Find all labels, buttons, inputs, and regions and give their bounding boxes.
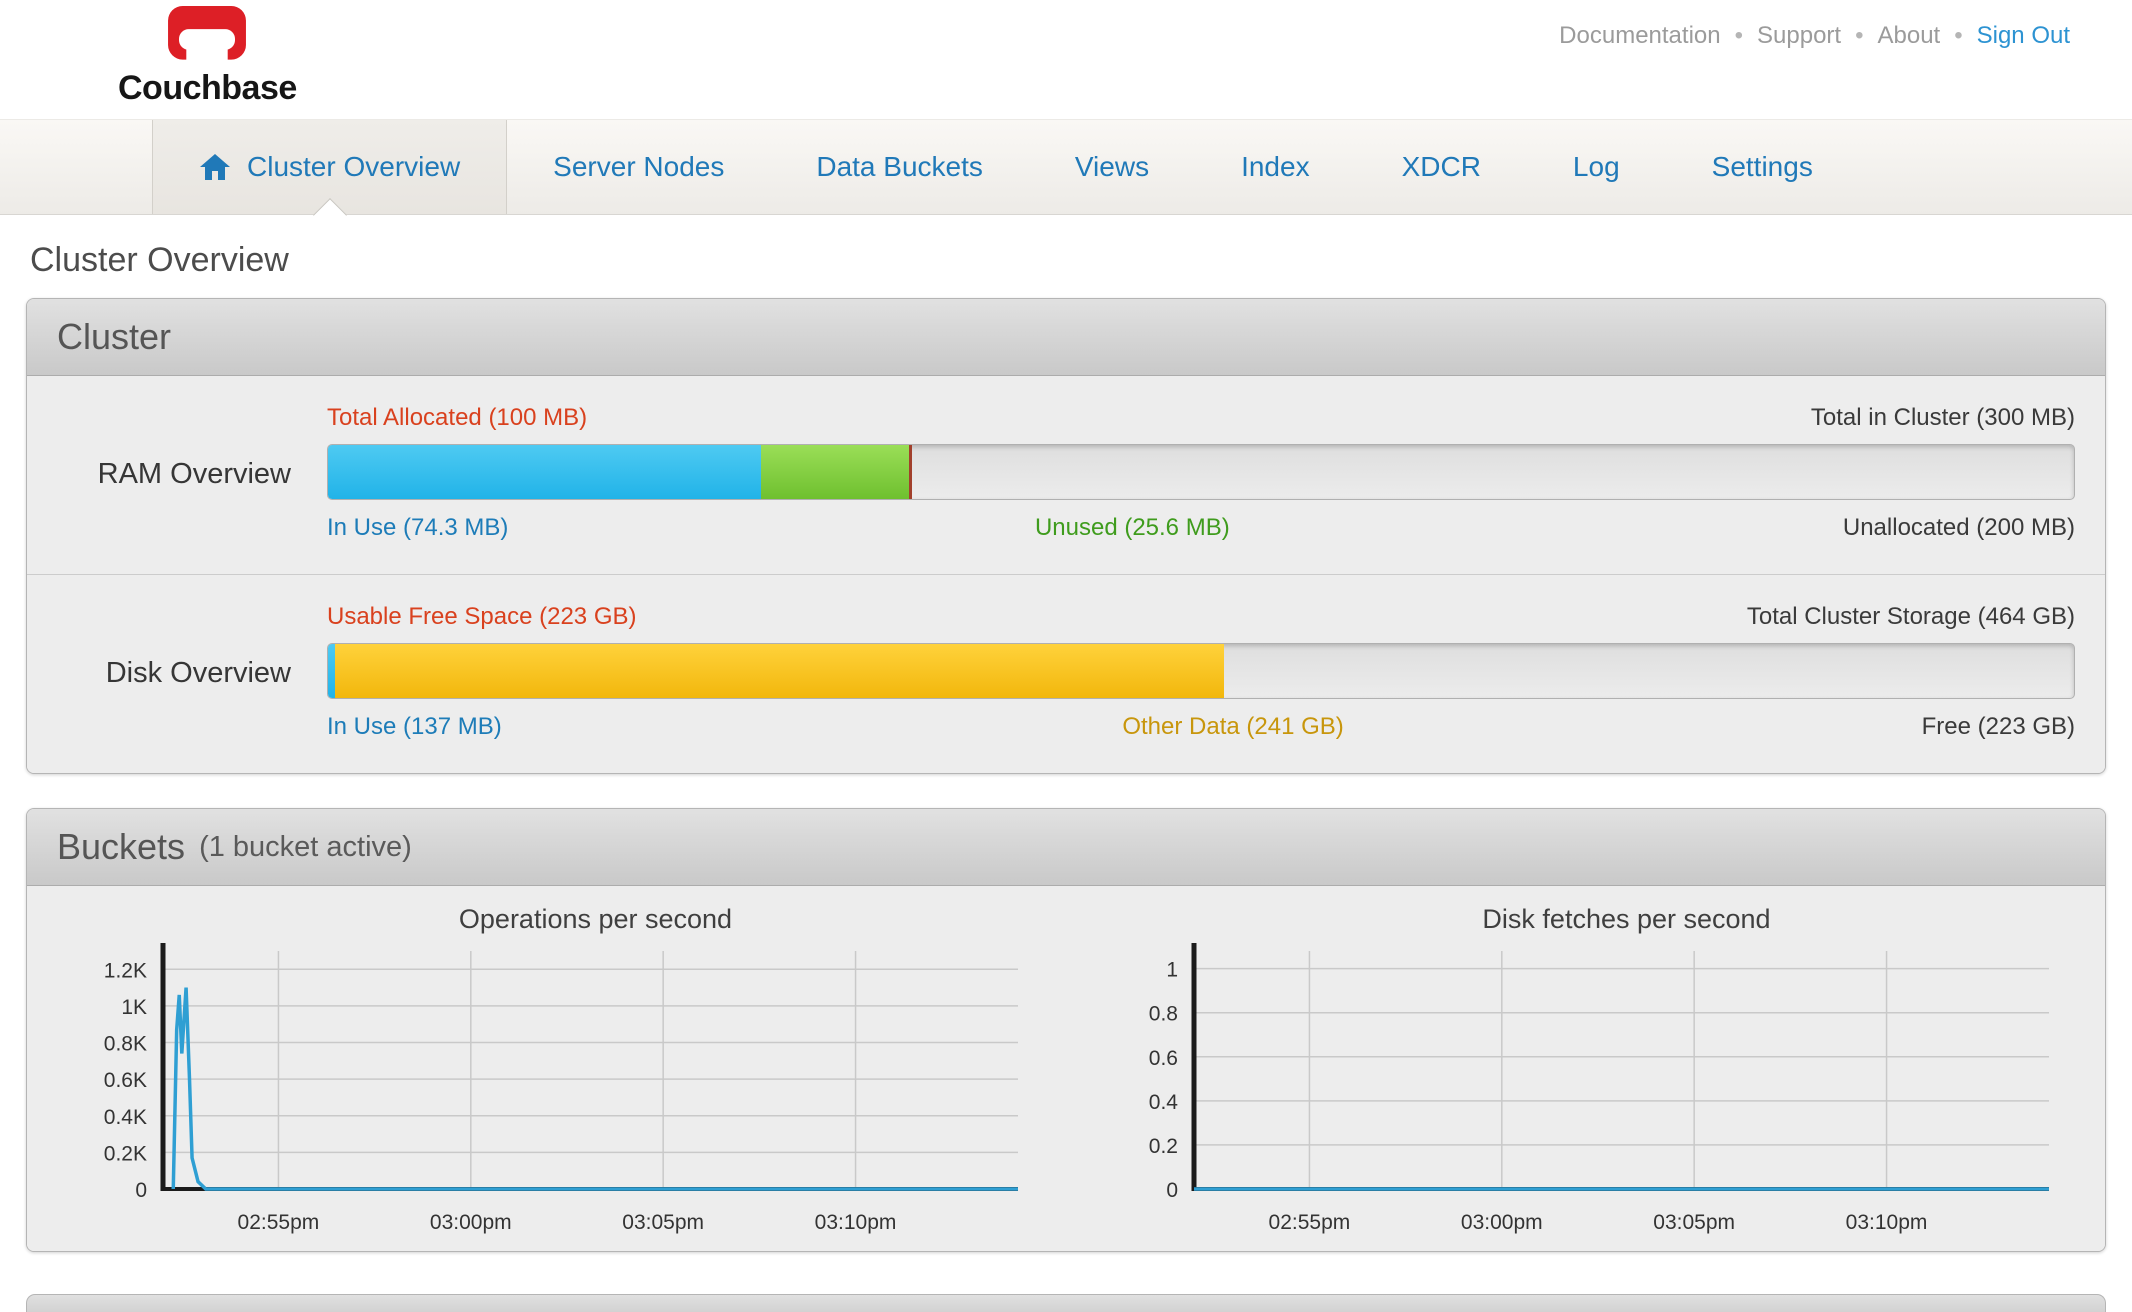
svg-text:0.6: 0.6 <box>1149 1047 1178 1070</box>
disk-free: Free (223 GB) <box>1921 713 2075 740</box>
svg-text:0: 0 <box>135 1179 147 1202</box>
disk-other-data: Other Data (241 GB) <box>1122 713 1344 740</box>
main-nav: Cluster Overview Server Nodes Data Bucke… <box>0 120 2132 232</box>
svg-text:0.6K: 0.6K <box>104 1069 147 1092</box>
sign-out-link[interactable]: Sign Out <box>1976 22 2070 49</box>
svg-text:03:05pm: 03:05pm <box>1653 1211 1735 1234</box>
tab-cluster-overview[interactable]: Cluster Overview <box>152 120 508 232</box>
active-tab-notch <box>312 198 347 232</box>
separator: • <box>1734 22 1744 49</box>
svg-text:0.8K: 0.8K <box>104 1033 147 1056</box>
tab-label: XDCR <box>1401 151 1481 182</box>
next-panel-peek <box>26 1294 2106 1312</box>
ram-total-in-cluster: Total in Cluster (300 MB) <box>1810 404 2075 431</box>
ram-total-allocated: Total Allocated (100 MB) <box>327 404 588 431</box>
meter-segment-in-use <box>328 644 335 698</box>
svg-text:02:55pm: 02:55pm <box>1269 1211 1351 1234</box>
tab-label: Views <box>1074 151 1150 182</box>
ram-top-labels: Total Allocated (100 MB) Total in Cluste… <box>327 404 2075 432</box>
tab-label: Index <box>1241 151 1310 182</box>
ram-overview-content: Total Allocated (100 MB) Total in Cluste… <box>327 404 2075 544</box>
svg-text:02:55pm: 02:55pm <box>238 1211 320 1234</box>
disk-usage-bar <box>327 643 2075 699</box>
tab-label: Settings <box>1711 151 1813 182</box>
meter-segment-unused <box>761 445 910 499</box>
buckets-panel-title: Buckets <box>57 826 186 867</box>
buckets-panel-subtitle: (1 bucket active) <box>199 830 412 863</box>
svg-text:03:05pm: 03:05pm <box>622 1211 704 1234</box>
separator: • <box>1855 22 1864 49</box>
ram-unused: Unused (25.6 MB) <box>1034 514 1230 541</box>
disk-fetches-chart: 0 0.2 0.4 0.6 0.8 1 02:55pm 03:00pm 03:05pm 03:10… <box>1149 943 2049 1234</box>
disk-fetches-chart-block: Disk fetches per second 0 0.2 0.4 0.6 0.8 1 02… <box>1066 898 2097 1247</box>
brand-name: Couchbase <box>118 69 297 107</box>
meter-segment-other-data <box>334 644 1224 698</box>
tab-label: Log <box>1572 151 1620 182</box>
page-title: Cluster Overview <box>30 241 289 279</box>
cluster-panel-body: RAM Overview Total Allocated (100 MB) To… <box>27 376 2105 773</box>
disk-in-use: In Use (137 MB) <box>327 713 502 740</box>
disk-total-storage: Total Cluster Storage (464 GB) <box>1746 603 2075 630</box>
disk-bottom-labels: In Use (137 MB) Other Data (241 GB) Free… <box>327 713 2075 743</box>
svg-text:0.2K: 0.2K <box>104 1142 147 1165</box>
tab-label: Data Buckets <box>816 151 983 182</box>
tab-label: Cluster Overview <box>247 151 461 182</box>
ram-bottom-labels: In Use (74.3 MB) Unused (25.6 MB) Unallo… <box>327 514 2075 544</box>
home-icon <box>199 152 231 182</box>
app-header: Couchbase Documentation • Support • Abou… <box>0 0 2132 120</box>
tab-data-buckets[interactable]: Data Buckets <box>770 120 1029 214</box>
disk-usable-free-space: Usable Free Space (223 GB) <box>327 603 637 630</box>
disk-overview-row: Disk Overview Usable Free Space (223 GB)… <box>27 574 2105 773</box>
svg-text:0.4: 0.4 <box>1149 1091 1179 1114</box>
buckets-panel: Buckets (1 bucket active) Operations per… <box>26 808 2106 1252</box>
operations-chart: 0 0.2K 0.4K 0.6K 0.8K 1K 1.2K 02:55pm 03:00pm 03:… <box>104 943 1018 1234</box>
svg-text:0.2: 0.2 <box>1149 1135 1178 1158</box>
svg-text:03:00pm: 03:00pm <box>430 1211 512 1234</box>
svg-text:03:10pm: 03:10pm <box>1846 1211 1928 1234</box>
utility-links: Documentation • Support • About • Sign O… <box>1559 22 2070 50</box>
ram-unallocated: Unallocated (200 MB) <box>1842 514 2075 541</box>
ram-usage-bar <box>327 444 2075 500</box>
tab-settings[interactable]: Settings <box>1666 120 1859 214</box>
svg-text:0.4K: 0.4K <box>104 1106 147 1129</box>
allocation-marker <box>909 445 913 499</box>
svg-text:1.2K: 1.2K <box>104 959 147 982</box>
svg-text:1K: 1K <box>121 996 147 1019</box>
svg-text:03:00pm: 03:00pm <box>1461 1211 1543 1234</box>
disk-fetches-chart-title: Disk fetches per second <box>1482 904 1771 934</box>
couchbase-logo[interactable]: Couchbase <box>118 6 297 108</box>
cluster-panel: Cluster RAM Overview Total Allocated (10… <box>26 298 2106 774</box>
svg-text:03:10pm: 03:10pm <box>815 1211 897 1234</box>
disk-overview-label: Disk Overview <box>105 656 291 689</box>
operations-chart-block: Operations per second 0 0.2K 0.4K 0.6K 0.8K 1… <box>35 898 1066 1247</box>
buckets-panel-body: Operations per second 0 0.2K 0.4K 0.6K 0.8K 1… <box>27 886 2105 1251</box>
ram-in-use: In Use (74.3 MB) <box>327 514 509 541</box>
svg-text:0.8: 0.8 <box>1149 1003 1178 1026</box>
tab-xdcr[interactable]: XDCR <box>1356 120 1527 214</box>
cluster-panel-title: Cluster <box>57 316 172 357</box>
ram-overview-label: RAM Overview <box>97 457 291 490</box>
cluster-panel-header: Cluster <box>27 299 2105 376</box>
documentation-link[interactable]: Documentation <box>1559 22 1721 49</box>
ram-overview-row: RAM Overview Total Allocated (100 MB) To… <box>27 376 2105 574</box>
content: Cluster Overview Cluster RAM Overview To… <box>0 241 2132 1312</box>
tab-views[interactable]: Views <box>1029 120 1195 214</box>
disk-overview-content: Usable Free Space (223 GB) Total Cluster… <box>327 603 2075 743</box>
disk-top-labels: Usable Free Space (223 GB) Total Cluster… <box>327 603 2075 631</box>
svg-text:1: 1 <box>1166 959 1178 982</box>
svg-text:0: 0 <box>1166 1179 1178 1202</box>
tab-server-nodes[interactable]: Server Nodes <box>507 120 770 214</box>
buckets-panel-header: Buckets (1 bucket active) <box>27 809 2105 886</box>
couchbase-logo-icon <box>167 6 247 67</box>
tab-label: Server Nodes <box>553 151 725 182</box>
about-link[interactable]: About <box>1877 22 1941 49</box>
operations-chart-title: Operations per second <box>458 904 733 934</box>
meter-segment-in-use <box>328 445 761 499</box>
tab-index[interactable]: Index <box>1195 120 1356 214</box>
support-link[interactable]: Support <box>1757 22 1842 49</box>
separator: • <box>1954 22 1963 49</box>
tab-log[interactable]: Log <box>1527 120 1666 214</box>
